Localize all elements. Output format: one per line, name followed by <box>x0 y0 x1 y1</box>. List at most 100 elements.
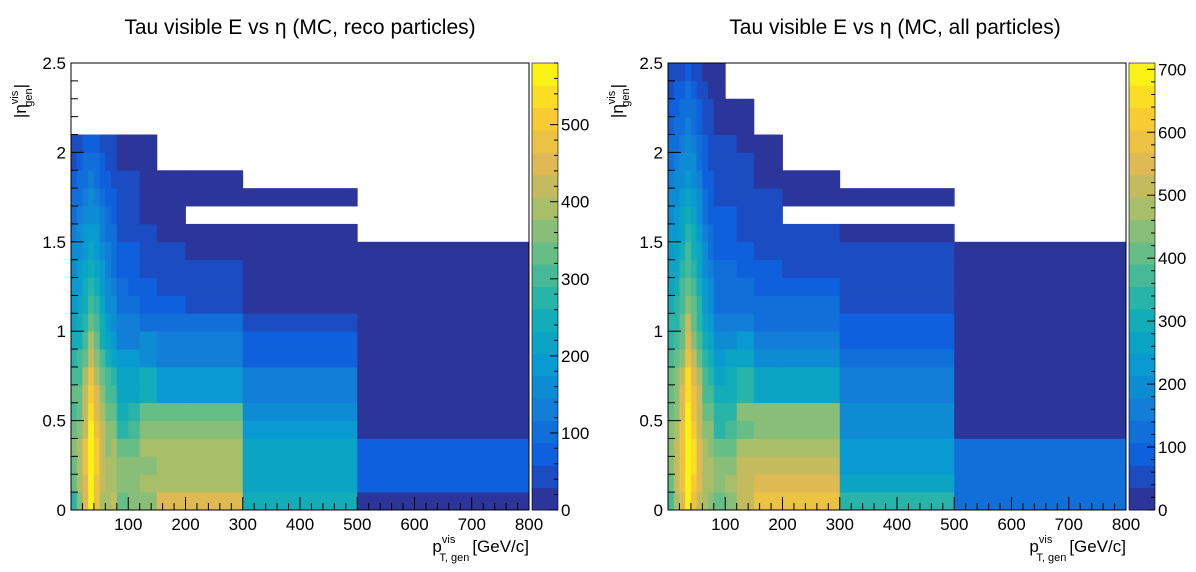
heatmap-cell <box>685 295 692 314</box>
heatmap-cell <box>673 206 680 225</box>
heatmap-cell <box>725 384 738 404</box>
heatmap-cell <box>690 116 698 135</box>
heatmap-cell <box>753 438 783 457</box>
heatmap-cell <box>702 438 709 457</box>
heatmap-cell <box>725 241 738 261</box>
heatmap-cell <box>242 313 358 332</box>
heatmap-cell <box>76 474 83 493</box>
heatmap-cell <box>88 492 95 511</box>
color-scale-band <box>532 85 558 109</box>
heatmap-cell <box>185 170 244 189</box>
color-scale-band <box>532 487 558 511</box>
heatmap-cell <box>839 420 955 439</box>
heatmap-cell <box>99 223 106 243</box>
heatmap-cell <box>99 134 106 153</box>
x-label-main: p <box>432 537 441 556</box>
heatmap-cell <box>71 384 78 404</box>
heatmap-cell <box>679 80 686 100</box>
heatmap-cell <box>71 206 78 225</box>
heatmap-cell <box>679 63 686 82</box>
y-tick-label: 2.5 <box>42 54 66 73</box>
heatmap-cell <box>673 116 680 135</box>
heatmap-cell <box>690 438 698 457</box>
heatmap-cell <box>690 313 698 332</box>
heatmap-cell <box>156 438 186 457</box>
heatmap-cell <box>99 420 106 439</box>
heatmap-cell <box>708 474 715 493</box>
x-label-unit: [GeV/c] <box>472 537 529 556</box>
x-axis-label: pvis T, gen[GeV/c] <box>432 534 529 564</box>
heatmap-cell <box>696 295 703 314</box>
heatmap-cell <box>725 152 738 171</box>
heatmap-cell <box>156 456 186 475</box>
heatmap-cell <box>673 474 680 493</box>
heatmap-cell <box>99 456 106 475</box>
y-axis-label: |ηvis gen| <box>9 84 35 118</box>
heatmap-cell <box>753 456 783 475</box>
heatmap-cell <box>753 259 783 278</box>
heatmap-cell <box>116 152 129 171</box>
heatmap-cell <box>116 188 129 207</box>
heatmap-cell <box>99 492 106 511</box>
heatmap-cell <box>673 134 680 153</box>
heatmap-cell <box>71 259 78 278</box>
heatmap-cell <box>708 295 715 314</box>
heatmap-cell <box>82 277 89 296</box>
heatmap-cell <box>713 492 726 511</box>
heatmap-cell <box>839 331 955 350</box>
heatmap-cell <box>679 384 686 404</box>
heatmap-cell <box>708 438 715 457</box>
heatmap-cell <box>702 456 709 475</box>
heatmap-cell <box>357 349 530 368</box>
heatmap-cell <box>128 277 141 296</box>
heatmap-cell <box>696 98 703 118</box>
y-tick-label: 2.5 <box>639 54 663 73</box>
heatmap-cell <box>679 474 686 493</box>
heatmap-cell <box>139 313 158 332</box>
heatmap-cell <box>708 349 715 368</box>
chart-title: Tau visible E vs η (MC, all particles) <box>729 16 1060 39</box>
heatmap-cell <box>105 223 112 243</box>
heatmap-cell <box>116 456 129 475</box>
heatmap-cell <box>690 188 698 207</box>
heatmap-cell <box>105 313 112 332</box>
heatmap-cell <box>713 116 726 135</box>
heatmap-cell <box>782 313 841 332</box>
heatmap-cell <box>685 98 692 118</box>
x-tick-label: 400 <box>883 515 911 534</box>
color-scale-band <box>1129 308 1155 332</box>
heatmap-cell <box>242 277 358 296</box>
heatmap-cell <box>708 331 715 350</box>
heatmap-cell <box>116 349 129 368</box>
heatmap-cell <box>839 349 955 368</box>
heatmap-cell <box>242 331 358 350</box>
heatmap-cell <box>725 349 738 368</box>
heatmap-cell <box>185 295 244 314</box>
heatmap-cell <box>99 188 106 207</box>
heatmap-cell <box>88 456 95 475</box>
heatmap-cell <box>679 349 686 368</box>
heatmap-cell <box>156 402 186 421</box>
heatmap-cell <box>696 134 703 153</box>
y-label-sup: vis <box>606 90 618 104</box>
heatmap-cell <box>685 384 692 404</box>
heatmap-cell <box>111 420 118 439</box>
heatmap-cell <box>76 206 83 225</box>
heatmap-cell <box>673 331 680 350</box>
heatmap-cell <box>702 80 709 100</box>
heatmap-cell <box>753 277 783 296</box>
heatmap-cell <box>690 277 698 296</box>
color-scale-band <box>1129 331 1155 355</box>
heatmap-cell <box>673 63 680 82</box>
heatmap-cell <box>839 188 955 207</box>
heatmap-cell <box>357 313 530 332</box>
heatmap-cell <box>116 295 129 314</box>
heatmap-cell <box>242 223 358 243</box>
heatmap-cell <box>82 313 89 332</box>
heatmap-cell <box>185 492 244 511</box>
heatmap-cell <box>690 295 698 314</box>
heatmap-cell <box>679 188 686 207</box>
y-label-main: |η <box>608 104 627 118</box>
y-tick-label: 1.5 <box>639 233 663 252</box>
heatmap-cell <box>88 134 95 153</box>
